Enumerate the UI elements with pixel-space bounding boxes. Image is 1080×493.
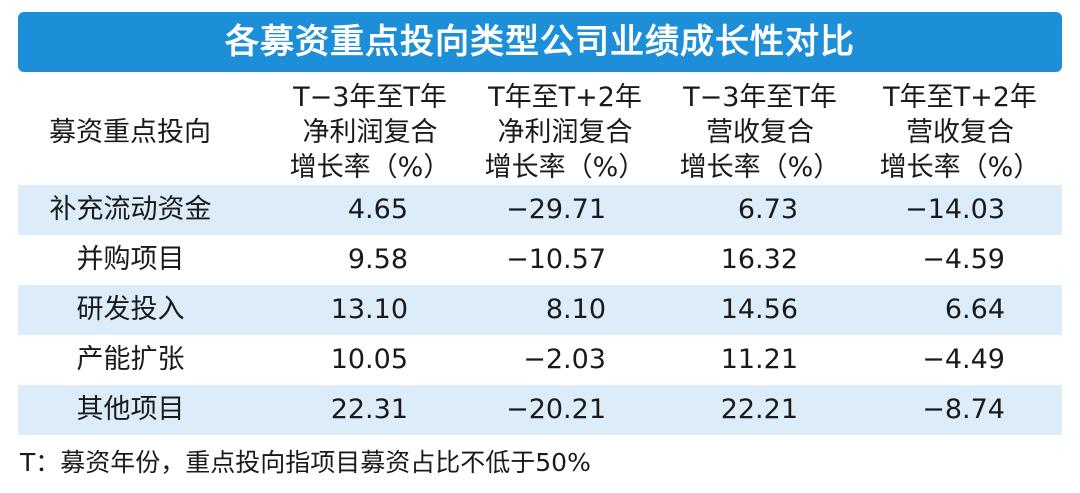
footnote: T：募资年份，重点投向指项目募资占比不低于50%: [20, 448, 591, 477]
column-header: 募资重点投向: [49, 117, 211, 148]
table-row: 产能扩张 10.05 −2.03 11.21 −4.49: [18, 335, 1062, 385]
row-label: 产能扩张: [76, 344, 185, 375]
table-cell: 4.65: [347, 194, 408, 225]
table-cell: −4.49: [922, 344, 1005, 375]
table-cell: 6.64: [944, 294, 1005, 325]
column-header: 增长率（%）: [679, 152, 841, 183]
table-row: 并购项目 9.58 −10.57 16.32 −4.59: [18, 235, 1062, 285]
column-header: 增长率（%）: [484, 152, 646, 183]
table-cell: 10.05: [330, 344, 408, 375]
column-header: 净利润复合: [302, 117, 438, 148]
table-row: 其他项目 22.31 −20.21 22.21 −8.74: [18, 385, 1062, 435]
column-header: 净利润复合: [497, 117, 633, 148]
table-row: 补充流动资金 4.65 −29.71 6.73 −14.03: [18, 185, 1062, 235]
row-label: 补充流动资金: [49, 194, 212, 225]
column-header: 营收复合: [706, 117, 814, 148]
table-cell: −29.71: [506, 194, 606, 225]
table-cell: −8.74: [922, 394, 1005, 425]
title: 各募资重点投向类型公司业绩成长性对比: [18, 12, 1062, 72]
table-cell: −2.03: [523, 344, 606, 375]
table-cell: 14.56: [720, 294, 798, 325]
table-cell: −14.03: [905, 194, 1005, 225]
table-row: 研发投入 13.10 8.10 14.56 6.64: [18, 285, 1062, 335]
table-cell: −20.21: [506, 394, 606, 425]
table-cell: −10.57: [506, 244, 606, 275]
column-header: T−3年至T年: [683, 82, 837, 113]
column-header: T年至T+2年: [883, 82, 1037, 113]
table-cell: 13.10: [330, 294, 408, 325]
table-cell: 11.21: [720, 344, 798, 375]
column-header: T−3年至T年: [293, 82, 447, 113]
table-cell: 16.32: [720, 244, 798, 275]
table-cell: 8.10: [545, 294, 606, 325]
table-cell: −4.59: [922, 244, 1005, 275]
column-header: 营收复合: [906, 117, 1014, 148]
table-cell: 6.73: [737, 194, 798, 225]
row-label: 并购项目: [76, 244, 185, 275]
row-label: 其他项目: [76, 394, 185, 425]
column-header: 增长率（%）: [879, 152, 1041, 183]
row-label: 研发投入: [76, 294, 185, 325]
column-header: T年至T+2年: [488, 82, 642, 113]
table-cell: 22.31: [330, 394, 408, 425]
table-cell: 9.58: [347, 244, 408, 275]
table-cell: 22.21: [720, 394, 798, 425]
column-header: 增长率（%）: [289, 152, 451, 183]
